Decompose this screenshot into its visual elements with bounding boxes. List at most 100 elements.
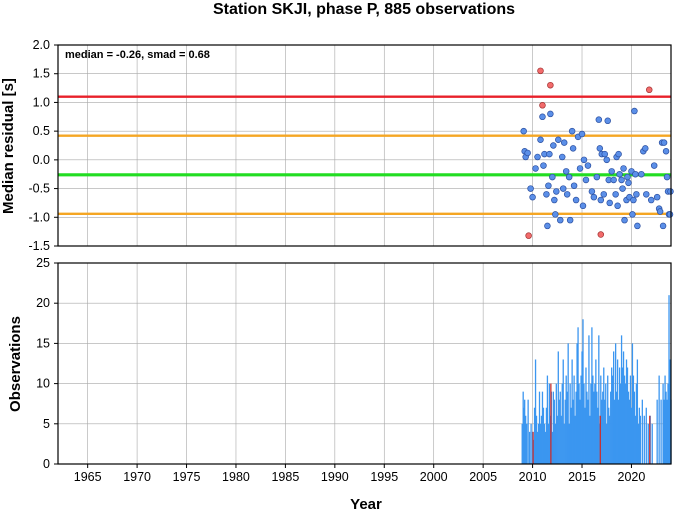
observation-bar (533, 407, 536, 464)
residual-point (608, 168, 615, 175)
observation-bar (556, 415, 558, 464)
observations-panel: 0 5 10 15 20 25 1965 1970 1975 1980 1985 1990 1995 2… (7, 256, 672, 511)
observation-bar (578, 383, 580, 464)
observation-bar (541, 391, 544, 464)
observation-bar (545, 407, 548, 464)
residual-point (624, 173, 631, 181)
residual-point (559, 185, 567, 192)
residual-point (642, 145, 649, 152)
outlier-point (525, 232, 532, 239)
residual-point (603, 156, 610, 164)
observation-bar (553, 399, 555, 464)
observation-bar (538, 391, 541, 464)
residual-point (569, 145, 577, 152)
residual-y-tick-label: 2.0 (33, 38, 50, 52)
observation-bar (563, 423, 565, 464)
residual-point (620, 165, 627, 172)
residual-point (532, 165, 539, 172)
year-x-axis-title: Year (350, 496, 382, 511)
observation-bar (627, 391, 630, 464)
observation-bar (632, 375, 635, 464)
observation-bar (607, 375, 609, 464)
observation-bar (596, 391, 598, 464)
residual-point (520, 127, 527, 135)
reference-lines (58, 95, 671, 216)
residual-point (595, 116, 603, 123)
observation-bar (593, 391, 595, 464)
x-tick-label: 2020 (618, 470, 646, 484)
observation-bar (666, 399, 668, 464)
residual-point (596, 145, 604, 152)
observation-bar (626, 367, 629, 464)
observation-bar (665, 391, 667, 464)
observation-bar (567, 343, 569, 464)
x-tick-label: 2000 (420, 470, 448, 484)
residual-point (632, 170, 639, 178)
observation-bar (562, 359, 564, 464)
observation-bar (647, 423, 649, 464)
residual-point (572, 196, 580, 204)
residual-y-axis-title: Median residual [s] (0, 78, 17, 214)
residual-point (647, 196, 655, 204)
observation-bar (610, 391, 612, 464)
residual-y-ticks: -1.5 -1.0 -0.5 0.0 0.5 1.0 1.5 2.0 (28, 38, 58, 253)
residual-point (631, 107, 638, 115)
residual-point (616, 170, 623, 178)
observation-bar (573, 375, 575, 464)
observation-bar (641, 399, 643, 464)
observation-bar (630, 407, 633, 464)
observations-y-tick-label: 25 (36, 256, 50, 270)
outlier-point (645, 86, 653, 94)
observation-bar (552, 391, 554, 464)
observation-bar (629, 375, 632, 464)
observation-bar (622, 351, 625, 464)
observation-bar (664, 375, 666, 464)
residual-point (540, 162, 547, 169)
residual-point (549, 173, 556, 181)
observation-bar (521, 423, 523, 464)
observation-bar (595, 359, 597, 464)
observation-bar (611, 367, 613, 464)
observation-bar (566, 391, 568, 464)
residual-point (543, 191, 550, 198)
x-tick-label: 1970 (123, 470, 151, 484)
observation-bar (621, 367, 624, 464)
observation-bar (660, 399, 662, 464)
observation-bar (614, 343, 617, 464)
observation-bar (546, 375, 549, 464)
observation-bar (589, 415, 591, 464)
observation-bar (579, 399, 581, 464)
x-tick-label: 1980 (222, 470, 250, 484)
residual-point (576, 165, 584, 172)
observation-bar (542, 407, 545, 464)
residual-point (629, 211, 636, 218)
observation-bar (625, 359, 628, 464)
observation-bar (639, 415, 641, 464)
observation-bar (525, 415, 527, 464)
observation-bar (587, 399, 589, 464)
residual-point (547, 110, 554, 118)
observation-bar (583, 383, 585, 464)
outlier-point (547, 81, 554, 89)
observation-bar (564, 399, 566, 464)
observation-bar (559, 391, 561, 464)
residual-point (638, 170, 645, 178)
residual-point (553, 188, 560, 195)
observation-bar (667, 383, 669, 464)
residual-point (551, 196, 558, 204)
observation-bar (548, 383, 551, 464)
residual-point (643, 191, 650, 198)
residual-point (653, 193, 661, 201)
observation-bar (636, 359, 639, 464)
observation-bar (554, 423, 556, 464)
residual-point (588, 188, 596, 195)
observations-y-tick-label: 15 (36, 336, 50, 350)
residual-point (633, 191, 640, 198)
residual-point (601, 150, 609, 158)
residual-point (529, 193, 536, 201)
observation-bar (592, 375, 594, 464)
residual-y-tick-label: 1.0 (33, 95, 50, 109)
observation-bar (544, 431, 547, 464)
observation-bar (604, 399, 606, 464)
